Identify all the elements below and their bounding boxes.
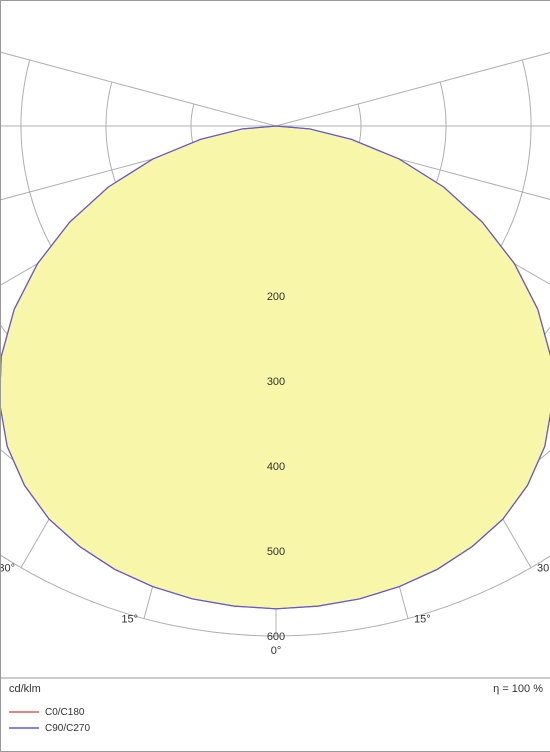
grid-spoke (276, 1, 550, 126)
angle-label-left: 30° (1, 563, 15, 575)
angle-label-right: 30° (537, 563, 550, 575)
ring-label: 500 (267, 546, 285, 558)
ring-label: 600 (267, 631, 285, 643)
grid-spoke (1, 1, 276, 126)
angle-label-bottom: 0° (271, 645, 282, 657)
angle-label-right: 15° (414, 614, 431, 626)
legend-label: C0/C180 (45, 707, 85, 718)
ring-label: 400 (267, 461, 285, 473)
angle-label-left: 15° (121, 614, 138, 626)
efficiency-label: η = 100 % (493, 683, 543, 695)
units-label: cd/klm (9, 683, 41, 695)
polar-chart-svg: 2003004005006000°15°15°30°30°45°45°60°60… (1, 1, 550, 751)
polar-chart-container: { "chart": { "type": "polar-photometric"… (0, 0, 550, 752)
distribution-fill (1, 126, 550, 609)
ring-label: 300 (267, 376, 285, 388)
legend-label: C90/C270 (45, 723, 90, 734)
ring-label: 200 (267, 291, 285, 303)
